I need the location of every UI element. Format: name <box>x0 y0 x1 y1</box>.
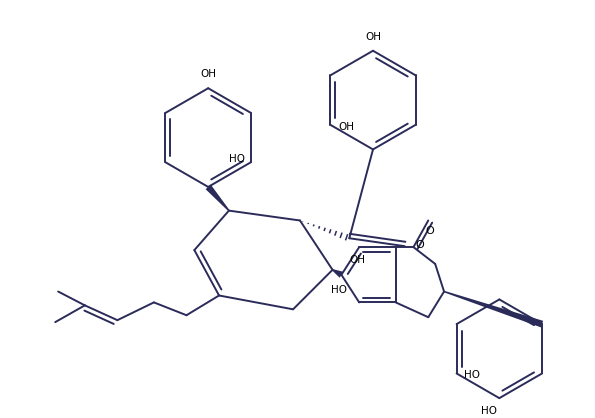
Text: O: O <box>415 240 424 250</box>
Text: HO: HO <box>229 154 245 164</box>
Text: OH: OH <box>349 255 365 265</box>
Text: HO: HO <box>331 285 347 295</box>
Text: HO: HO <box>465 370 481 380</box>
Polygon shape <box>444 291 543 327</box>
Polygon shape <box>332 269 343 278</box>
Text: OH: OH <box>365 32 381 42</box>
Polygon shape <box>206 185 230 211</box>
Text: OH: OH <box>200 69 216 79</box>
Text: O: O <box>426 226 434 236</box>
Text: HO: HO <box>481 406 497 416</box>
Text: OH: OH <box>338 122 354 132</box>
